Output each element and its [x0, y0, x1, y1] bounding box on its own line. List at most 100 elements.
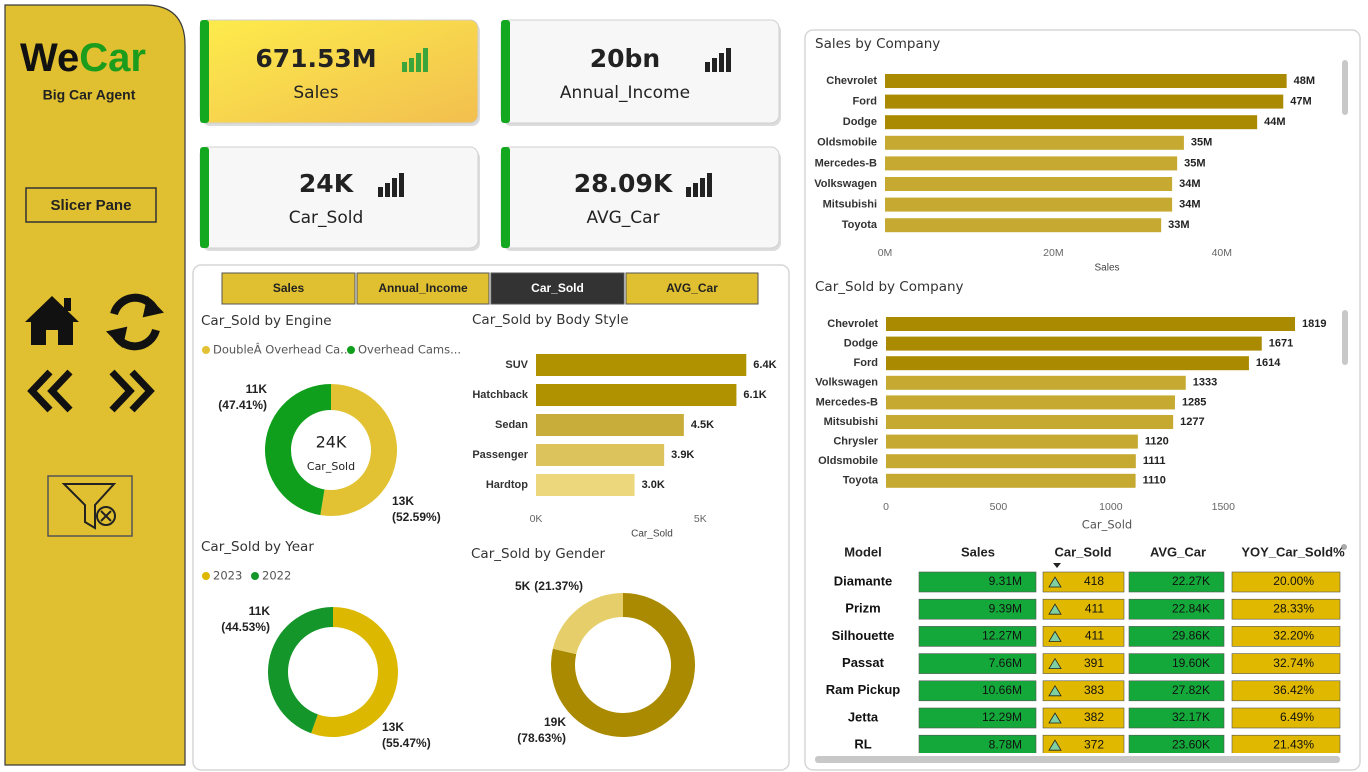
- table-cell: [1042, 571, 1125, 593]
- tab[interactable]: [490, 272, 625, 305]
- kpi-accent: [200, 20, 209, 123]
- tab-label[interactable]: Annual_Income: [378, 281, 468, 295]
- chart-title: Car_Sold by Company: [815, 279, 964, 295]
- count-label: 11K: [249, 604, 271, 618]
- table-cell: [1042, 707, 1125, 729]
- category-label: Dodge: [843, 116, 877, 128]
- data-label: 11K (47.41%): [218, 382, 267, 412]
- table-cell: [918, 734, 1037, 753]
- icon-part: [392, 178, 397, 197]
- scrollbar[interactable]: [815, 756, 1340, 763]
- kpi-value: 24K: [299, 169, 355, 198]
- icon-part: [719, 53, 724, 72]
- tab-label[interactable]: AVG_Car: [666, 281, 718, 295]
- tab-label[interactable]: Sales: [273, 281, 305, 295]
- icon-part: [705, 62, 710, 72]
- donut-slice: [552, 593, 623, 655]
- data-label: 13K (55.47%): [382, 720, 431, 750]
- trend-icon: [1048, 739, 1062, 751]
- legend-marker: [202, 346, 210, 354]
- x-axis-title: Car_Sold: [1082, 518, 1132, 532]
- model-name: Silhouette: [832, 628, 895, 643]
- slicer-button[interactable]: [25, 187, 157, 223]
- table-cell: [1231, 626, 1341, 647]
- table-value: 28.33%: [1273, 601, 1314, 615]
- data-label: 19K (78.63%): [517, 715, 566, 745]
- x-tick-label: 500: [990, 501, 1008, 513]
- back-icon[interactable]: [27, 369, 73, 413]
- donut-slice: [265, 384, 331, 516]
- kpi-value: 20bn: [590, 44, 660, 73]
- table-value: 32.74%: [1273, 656, 1314, 670]
- kpi-icon: [402, 48, 428, 72]
- percent-label: (21.37%): [534, 579, 583, 593]
- forward-icon[interactable]: [109, 369, 155, 413]
- column-header[interactable]: Sales: [961, 544, 995, 559]
- data-label: 34M: [1179, 199, 1200, 211]
- column-header[interactable]: AVG_Car: [1150, 544, 1206, 559]
- trend-icon: [1048, 712, 1062, 724]
- x-tick-label: 0: [883, 501, 889, 513]
- chart-title: Car_Sold by Gender: [471, 546, 605, 562]
- data-label: 1333: [1193, 377, 1217, 389]
- bar: [886, 434, 1138, 449]
- table-value: 418: [1084, 574, 1104, 588]
- data-label: 13K (52.59%): [392, 494, 441, 524]
- bar: [885, 218, 1162, 233]
- tab[interactable]: [625, 272, 759, 305]
- icon-part: [385, 183, 390, 197]
- icon-part: [726, 48, 731, 72]
- tagline: Big Car Agent: [43, 87, 136, 103]
- icon-part: [707, 173, 712, 197]
- table-cell: [1128, 707, 1225, 729]
- x-axis-title: Car_Sold: [631, 529, 673, 540]
- clear-filter-icon: [61, 483, 117, 530]
- refresh-icon[interactable]: [106, 293, 164, 351]
- x-tick-label: 0K: [530, 513, 543, 525]
- x-tick-label: 20M: [1043, 247, 1063, 259]
- category-label: Dodge: [844, 338, 878, 350]
- table-cell: [1231, 680, 1341, 702]
- percent-label: (55.47%): [382, 736, 431, 750]
- table-value: 7.66M: [989, 656, 1022, 670]
- x-tick-label: 1500: [1212, 501, 1236, 513]
- bar: [885, 115, 1258, 130]
- percent-label: (52.59%): [392, 510, 441, 524]
- column-header[interactable]: Model: [844, 544, 882, 559]
- category-label: Volkswagen: [814, 178, 877, 190]
- kpi-label: Sales: [293, 83, 338, 103]
- x-axis-title: Sales: [1094, 263, 1119, 274]
- x-tick-label: 0M: [878, 247, 893, 259]
- scrollbar[interactable]: [1342, 60, 1348, 115]
- bar: [885, 135, 1184, 150]
- bar: [536, 444, 665, 466]
- home-icon[interactable]: [25, 296, 79, 345]
- percent-label: (47.41%): [218, 398, 267, 412]
- tab-label[interactable]: Car_Sold: [531, 281, 584, 295]
- tab[interactable]: [221, 272, 356, 305]
- table-value: 372: [1084, 737, 1104, 751]
- icon-part: [423, 48, 428, 72]
- table-cell: [1128, 626, 1225, 647]
- table-value: 27.82K: [1172, 683, 1210, 697]
- category-label: Toyota: [843, 475, 879, 487]
- tab[interactable]: [356, 272, 490, 305]
- column-header[interactable]: YOY_Car_Sold%: [1241, 544, 1345, 559]
- data-label: 1120: [1145, 436, 1169, 448]
- slicer-button-label[interactable]: Slicer Pane: [51, 197, 132, 214]
- bar: [885, 74, 1287, 88]
- legend-marker: [347, 346, 355, 354]
- bar: [886, 336, 1262, 351]
- column-header[interactable]: Car_Sold: [1054, 544, 1111, 559]
- table-value: 9.31M: [989, 574, 1022, 588]
- table-value: 19.60K: [1172, 656, 1210, 670]
- table-cell: [1128, 653, 1225, 674]
- table-cell: [1042, 734, 1125, 753]
- legend-label: 2022: [262, 569, 291, 583]
- category-label: Mitsubishi: [824, 416, 878, 428]
- bar: [536, 474, 635, 496]
- kpi-accent: [501, 20, 510, 123]
- category-label: Sedan: [495, 419, 528, 431]
- scrollbar[interactable]: [1342, 310, 1348, 365]
